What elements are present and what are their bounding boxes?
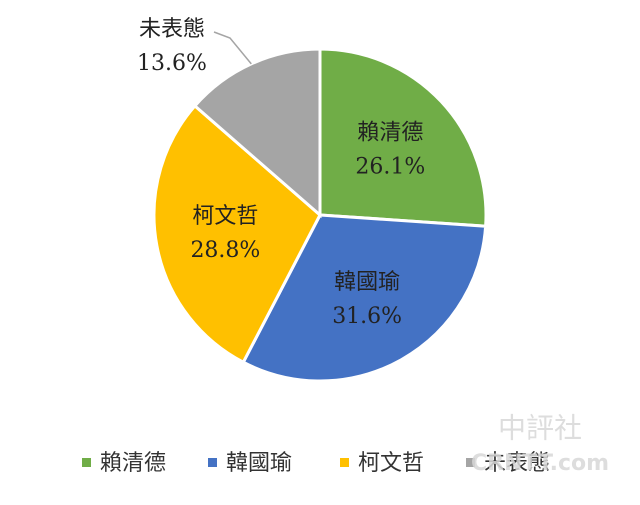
pie-slice <box>152 103 322 365</box>
pie-slice <box>318 47 488 228</box>
leader-line <box>213 31 252 65</box>
pie-slice <box>241 213 488 383</box>
legend-swatch <box>82 458 91 467</box>
slice-value: 26.1% <box>355 154 425 179</box>
slice-value: 28.8% <box>190 238 260 263</box>
legend-label: 韓國瑜 <box>226 451 292 476</box>
legend-label: 賴清德 <box>100 451 166 476</box>
slice-name: 韓國瑜 <box>334 270 400 295</box>
watermark: 中評社 <box>498 412 582 445</box>
legend-label: 未表態 <box>484 451 550 476</box>
slice-name: 未表態 <box>139 17 205 42</box>
legend-label: 柯文哲 <box>358 451 424 476</box>
slice-value: 13.6% <box>137 51 207 76</box>
legend-swatch <box>208 458 217 467</box>
legend-swatch <box>466 458 475 467</box>
slice-name: 柯文哲 <box>192 204 258 229</box>
watermark: CRNTT.com <box>471 451 609 476</box>
slice-name: 賴清德 <box>357 120 423 145</box>
slice-value: 31.6% <box>332 304 402 329</box>
legend-swatch <box>340 458 349 467</box>
